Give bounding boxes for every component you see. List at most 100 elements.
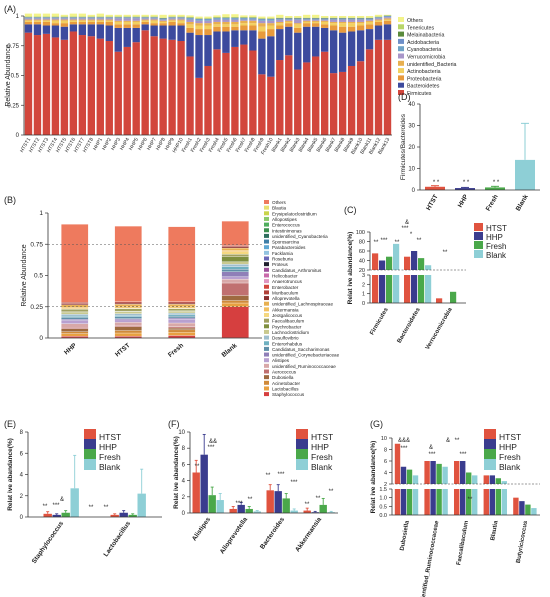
y-tick-label: 1 [362,292,365,298]
bar-segment [141,19,149,21]
bar-segment [383,24,392,40]
bar-segment [221,276,249,280]
bar [460,489,466,515]
bar-segment [221,264,249,267]
legend-label: Erysipelatoclostridium [272,211,317,216]
bar-segment [347,18,356,19]
legend-label: Fresh [499,452,521,462]
x-tick-label: HHP [457,193,470,209]
bar-segment [320,21,329,25]
bar-segment [276,60,284,135]
significance-mark: ** [305,502,310,508]
significance-mark: * * [433,180,440,186]
legend-label: HHP [486,233,503,242]
y-tick-label: 10 [408,167,415,173]
bar-segment [114,17,122,19]
y-axis-label: Relat ive abandance(%) [7,438,14,511]
legend-label: Roseburia [272,257,293,262]
bar-segment [114,24,122,28]
bar-segment [204,35,212,66]
bar-segment [383,16,392,17]
legend-swatch [264,363,269,368]
significance-mark: & [446,438,450,444]
legend-label: Lachnoclostridium [272,330,309,335]
bar-segment [61,309,89,312]
bar-segment [213,49,221,135]
bar-segment [221,247,249,251]
bar [311,512,319,513]
bar-segment [69,19,78,21]
significance-mark: *** [428,452,436,458]
bar-segment [123,17,131,18]
bar-segment [96,13,104,17]
bar [454,489,460,515]
significance-mark: *** [290,480,298,486]
bar-segment [24,24,33,33]
bar-segment [114,319,142,323]
bar-segment [87,17,96,19]
bar-segment [356,23,365,26]
bar [501,489,507,515]
significance-mark: *** [400,446,408,452]
bar-segment [240,18,248,20]
bar-segment [114,316,142,319]
bar [531,508,537,515]
bar-segment [168,319,196,324]
bar-segment [168,317,196,320]
bar-segment [150,17,158,19]
bar-segment [24,18,33,20]
bar-segment [168,301,196,304]
legend-swatch [264,313,269,317]
bar-segment [96,21,104,25]
bar-segment [114,330,142,334]
bar-segment [267,20,275,24]
bar [466,489,472,515]
bar-segment [276,21,284,24]
bar-segment [61,302,89,304]
bar-segment [303,19,311,21]
bar-segment [338,23,347,27]
bar-segment [87,20,96,22]
bar-segment [78,24,87,36]
bar [192,472,200,513]
bar-segment [249,30,257,51]
bar-segment [240,20,248,24]
panel-label: (G) [370,419,383,429]
bar-segment [168,312,196,316]
bar-segment [221,279,249,284]
bar-segment [204,65,212,135]
bar-segment [231,18,239,20]
bar-segment [168,329,196,333]
bar-segment [285,18,293,20]
bar-segment [132,42,140,135]
bar-segment [168,332,196,336]
x-tick-label: HHP2 [101,137,113,152]
bar-segment [78,13,87,17]
bar-segment [96,19,104,21]
bar-segment [24,21,33,25]
legend-label: HHP [99,442,117,452]
bar-segment [105,25,113,41]
y-tick-label: 2 [20,494,24,500]
bar-segment [356,16,365,18]
significance-mark: ** [104,505,109,511]
legend-label: HHP [499,442,517,452]
bar-segment [33,18,42,20]
bar [394,443,401,484]
significance-mark: ** [43,504,48,510]
bar-segment [24,32,33,135]
y-tick-label: 2 [182,495,186,501]
legend-swatch [84,439,96,450]
bar-segment [338,32,347,72]
bar-segment [141,17,149,19]
bar [418,258,425,270]
bar-segment [249,18,257,20]
legend-swatch [264,273,269,278]
y-tick-label: 0.5 [11,74,20,80]
legend-label: Melainabacteria [407,33,444,39]
bar-segment [186,32,194,57]
legend-label: Desulfovibrio [272,336,299,341]
y-tick-label: 0 [20,515,24,521]
bar-segment [177,40,185,135]
bar-segment [356,18,365,19]
